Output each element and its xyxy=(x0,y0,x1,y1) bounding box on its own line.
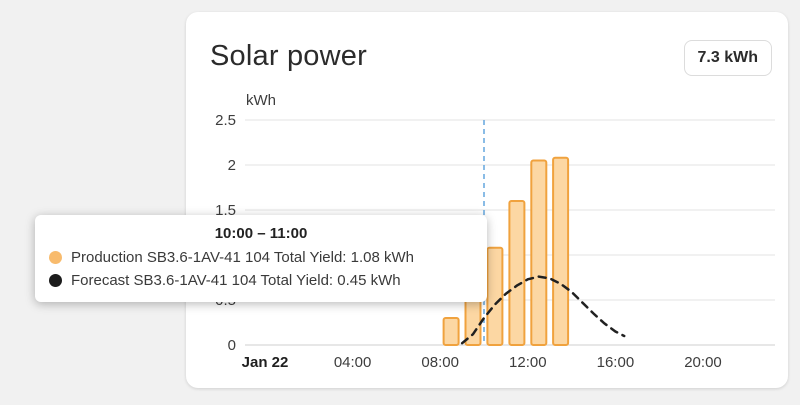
tooltip-row-forecast: Forecast SB3.6-1AV-41 104 Total Yield: 0… xyxy=(49,272,473,289)
x-tick-label: 08:00 xyxy=(421,354,459,371)
forecast-series-marker xyxy=(49,274,62,287)
production-bar[interactable] xyxy=(442,317,460,346)
total-yield-badge: 7.3 kWh xyxy=(683,40,772,76)
chart-tooltip: 10:00 – 11:00 Production SB3.6-1AV-41 10… xyxy=(35,215,487,302)
y-tick-label: 1.5 xyxy=(215,202,236,219)
tooltip-row-production: Production SB3.6-1AV-41 104 Total Yield:… xyxy=(49,249,473,266)
x-tick-label: 20:00 xyxy=(684,354,722,371)
x-tick-label: 04:00 xyxy=(334,354,372,371)
x-tick-label: 12:00 xyxy=(509,354,547,371)
y-tick-label: 2 xyxy=(228,157,236,174)
tooltip-forecast-label: Forecast SB3.6-1AV-41 104 Total Yield: 0… xyxy=(71,272,401,289)
forecast-line xyxy=(460,275,626,345)
tooltip-production-label: Production SB3.6-1AV-41 104 Total Yield:… xyxy=(71,249,414,266)
production-bar[interactable] xyxy=(486,246,504,346)
y-tick-label: 0 xyxy=(228,337,236,354)
card-header: Solar power 7.3 kWh xyxy=(186,12,788,92)
card-title: Solar power xyxy=(210,40,367,72)
x-tick-label: Jan 22 xyxy=(242,354,289,371)
production-bar[interactable] xyxy=(508,200,526,346)
tooltip-title: 10:00 – 11:00 xyxy=(214,225,308,242)
production-series-marker xyxy=(49,251,62,264)
y-axis-unit-label: kWh xyxy=(246,92,276,109)
production-bar[interactable] xyxy=(552,156,570,346)
y-tick-label: 2.5 xyxy=(215,112,236,129)
production-bar[interactable] xyxy=(530,159,548,346)
x-tick-label: 16:00 xyxy=(597,354,635,371)
